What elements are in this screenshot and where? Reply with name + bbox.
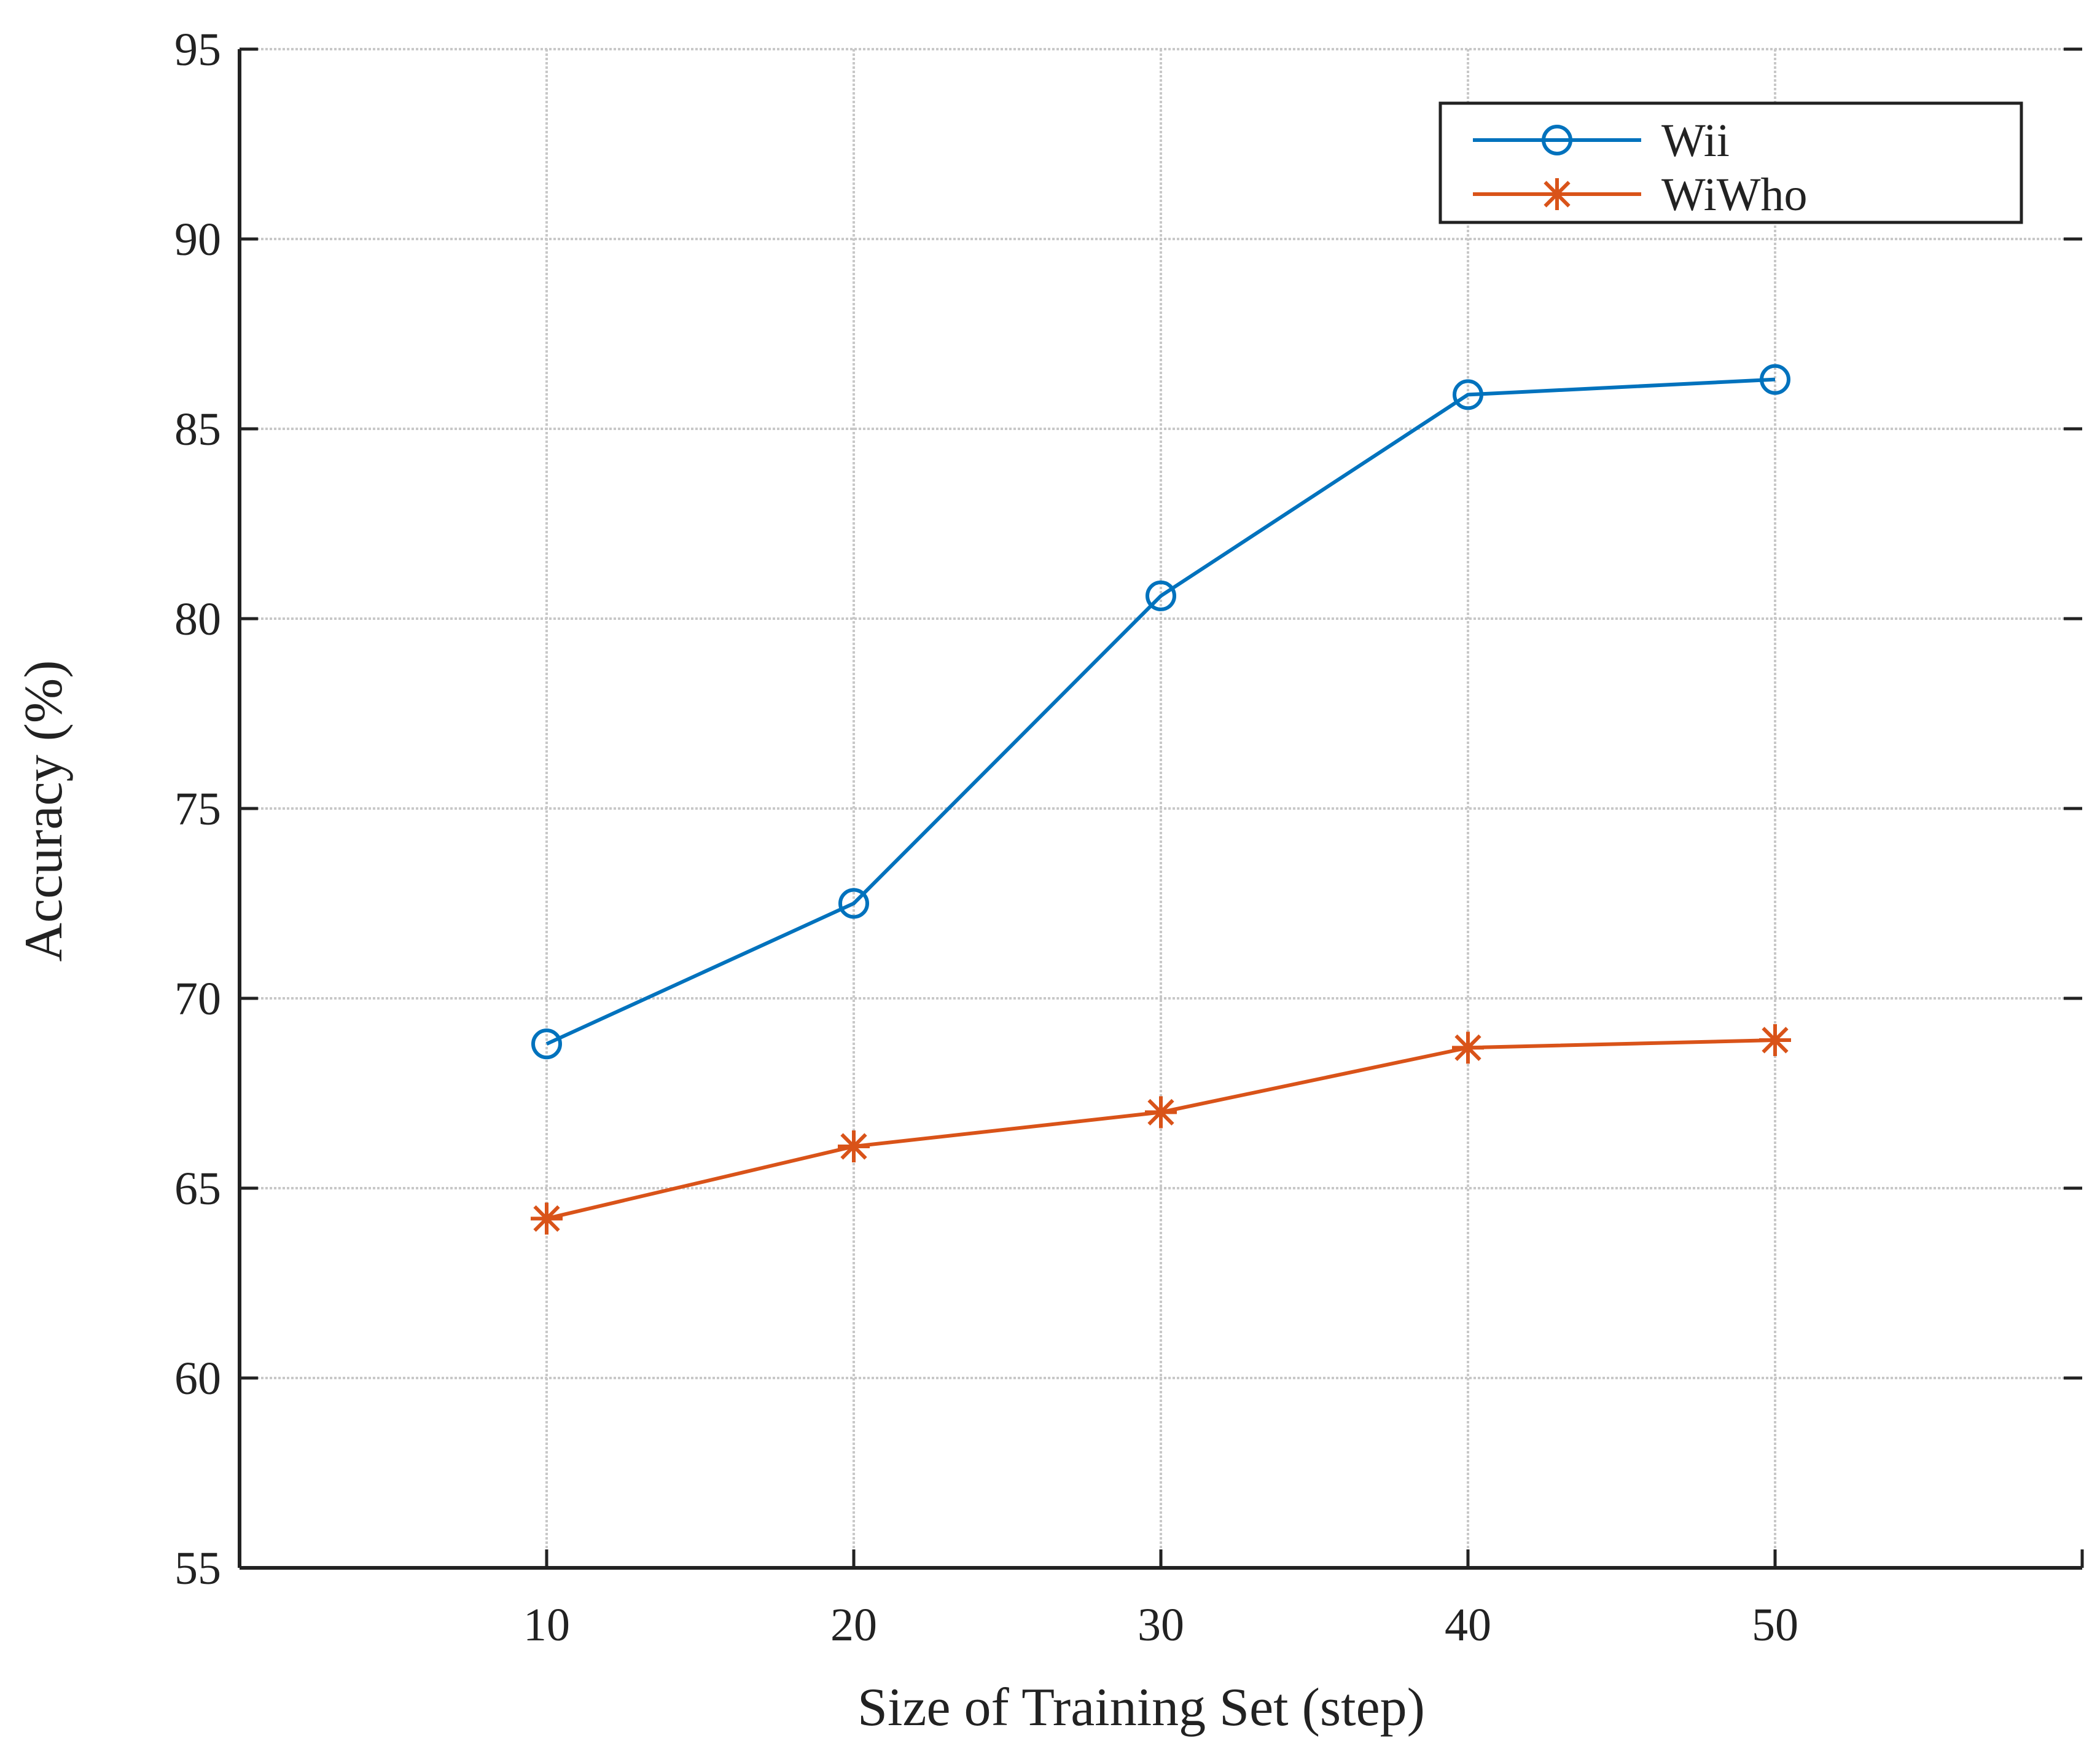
legend-label-wii: Wii [1661, 115, 1730, 166]
y-tick-label: 70 [174, 973, 221, 1025]
series-layer [531, 364, 1791, 1235]
data-point-wiwho [531, 1202, 563, 1235]
data-point-wii [531, 1028, 562, 1060]
asterisk-stroke [1454, 1034, 1481, 1061]
asterisk-stroke [1147, 1098, 1174, 1126]
legend-box [1438, 101, 2023, 224]
data-point-wii [838, 888, 869, 919]
legend-marker-wiwho [1541, 178, 1573, 210]
y-tick-label: 75 [174, 783, 221, 835]
x-axis-label: Size of Training Set (step) [857, 1678, 1425, 1737]
x-tick-label: 50 [1752, 1599, 1798, 1651]
asterisk-stroke [1762, 1027, 1789, 1054]
data-point-wii [1760, 364, 1790, 395]
y-tick-label: 60 [174, 1353, 221, 1404]
data-point-wii [1453, 379, 1483, 410]
axes [238, 47, 2084, 1570]
y-axis-label: Accuracy (%) [14, 660, 74, 961]
data-point-wiwho [838, 1130, 870, 1163]
asterisk-stroke [840, 1133, 867, 1160]
data-point-wii [1146, 580, 1176, 611]
data-point-wiwho [1452, 1032, 1484, 1064]
y-tick-label: 90 [174, 214, 221, 265]
grid-lines [240, 48, 2082, 1569]
y-tick-label: 55 [174, 1543, 221, 1594]
tick-labels: 55 60 65 70 75 80 85 90 95 10 20 30 40 50 [174, 24, 1798, 1651]
series-line-wii [545, 377, 1776, 1046]
data-point-wiwho [1759, 1024, 1791, 1056]
asterisk-stroke [1544, 181, 1571, 208]
x-tick-label: 30 [1138, 1599, 1184, 1651]
y-tick-label: 85 [174, 404, 221, 455]
legend-marker-wii [1542, 125, 1572, 155]
y-tick-label: 65 [174, 1163, 221, 1215]
y-tick-label: 80 [174, 593, 221, 645]
y-tick-label: 95 [174, 24, 221, 76]
asterisk-stroke [533, 1205, 560, 1232]
data-point-wiwho [1145, 1096, 1177, 1129]
x-tick-label: 40 [1445, 1599, 1491, 1651]
x-tick-label: 10 [523, 1599, 570, 1651]
legend-label-wiwho: WiWho [1661, 169, 1808, 221]
x-tick-label: 20 [830, 1599, 877, 1651]
